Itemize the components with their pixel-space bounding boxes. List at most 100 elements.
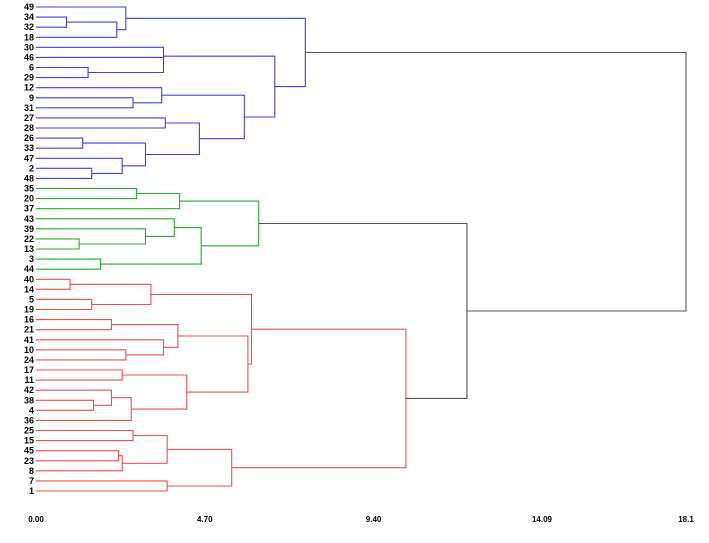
dendrogram-link xyxy=(177,335,249,393)
dendrogram-link xyxy=(36,56,165,74)
leaf-label: 49 xyxy=(24,2,34,12)
dendrogram-link xyxy=(36,429,134,442)
leaf-label: 46 xyxy=(24,52,34,62)
leaf-label: 45 xyxy=(24,446,34,456)
leaf-label: 25 xyxy=(24,426,34,436)
dendrogram-link xyxy=(36,349,127,361)
leaf-label: 6 xyxy=(29,63,34,73)
leaf-label: 10 xyxy=(24,345,34,355)
dendrogram-link xyxy=(36,228,147,245)
dendrogram-link xyxy=(36,97,134,109)
leaf-label: 40 xyxy=(24,274,34,284)
leaf-labels: 4934321830466291293127282633472483520374… xyxy=(24,2,34,496)
dendrogram-link xyxy=(305,51,687,312)
dendrogram-link xyxy=(36,480,168,492)
dendrogram-link xyxy=(167,448,233,487)
dendrogram-link xyxy=(82,142,147,167)
dendrogram-link xyxy=(111,324,179,348)
dendrogram-link xyxy=(36,137,84,149)
leaf-label: 37 xyxy=(24,204,34,214)
leaf-label: 2 xyxy=(29,163,34,173)
dendrogram-link xyxy=(36,397,132,421)
leaf-label: 1 xyxy=(29,486,34,496)
x-tick-label: 9.40 xyxy=(366,515,382,524)
x-tick-label: 4.70 xyxy=(197,515,213,524)
dendrogram-link xyxy=(36,298,93,311)
dendrogram-link xyxy=(36,278,71,290)
leaf-label: 8 xyxy=(29,466,34,476)
leaf-label: 31 xyxy=(24,103,34,113)
x-tick-label: 0.00 xyxy=(28,515,44,524)
leaf-label: 42 xyxy=(24,385,34,395)
leaf-label: 26 xyxy=(24,133,34,143)
leaf-label: 39 xyxy=(24,224,34,234)
leaf-label: 36 xyxy=(24,415,34,425)
leaf-label: 11 xyxy=(24,375,34,385)
leaf-label: 16 xyxy=(24,315,34,325)
dendrogram-link xyxy=(36,399,95,411)
leaf-label: 44 xyxy=(24,264,34,274)
leaf-label: 33 xyxy=(24,143,34,153)
dendrogram-link xyxy=(36,157,123,174)
leaf-label: 24 xyxy=(24,355,34,365)
leaf-label: 12 xyxy=(24,83,34,93)
dendrogram-link xyxy=(36,455,123,472)
leaf-label: 23 xyxy=(24,456,34,466)
dendrogram-link xyxy=(36,319,112,331)
dendrogram-link xyxy=(36,66,89,79)
leaf-label: 14 xyxy=(24,284,34,294)
dendrogram-link xyxy=(36,192,181,210)
dendrogram-link xyxy=(36,16,68,28)
leaf-label: 4 xyxy=(29,405,34,415)
leaf-label: 18 xyxy=(24,32,34,42)
dendrogram-link xyxy=(36,46,165,65)
leaf-label: 22 xyxy=(24,234,34,244)
leaf-label: 29 xyxy=(24,73,34,83)
dendrogram-link xyxy=(36,389,112,406)
dendrogram-link xyxy=(36,339,165,356)
dendrogram-link xyxy=(36,238,80,250)
dendrogram-link xyxy=(161,94,245,140)
dendrogram-link xyxy=(36,187,138,200)
dendrogram-link xyxy=(36,87,163,104)
dendrogram-link xyxy=(122,434,168,464)
leaf-label: 34 xyxy=(24,12,34,22)
dendrogram-link xyxy=(36,450,120,462)
leaf-label: 32 xyxy=(24,22,34,32)
dendrogram-link xyxy=(70,283,152,306)
dendrogram-link xyxy=(36,117,166,129)
dendrogram-link xyxy=(258,222,468,399)
leaf-label: 38 xyxy=(24,395,34,405)
leaf-label: 15 xyxy=(24,436,34,446)
leaf-label: 19 xyxy=(24,305,34,315)
dendrogram-link xyxy=(36,258,102,270)
leaf-label: 9 xyxy=(29,93,34,103)
leaf-label: 21 xyxy=(24,325,34,335)
leaf-label: 17 xyxy=(24,365,34,375)
dendrogram-link xyxy=(179,200,260,247)
leaf-label: 5 xyxy=(29,294,34,304)
dendrogram-link xyxy=(231,328,407,469)
dendrogram-link xyxy=(36,167,93,179)
leaf-label: 41 xyxy=(24,335,34,345)
leaf-label: 28 xyxy=(24,123,34,133)
dendrogram-link xyxy=(36,369,123,381)
dendrogram-link xyxy=(36,6,127,31)
leaf-label: 13 xyxy=(24,244,34,254)
leaf-label: 43 xyxy=(24,214,34,224)
x-tick-label: 14.09 xyxy=(532,515,553,524)
dendrogram-link xyxy=(125,17,306,88)
leaf-label: 47 xyxy=(24,153,34,163)
dendrogram-link xyxy=(163,55,276,118)
dendrogram-link xyxy=(36,218,175,237)
dendrogram-link xyxy=(100,227,202,265)
dendrogram-links xyxy=(36,6,687,492)
dendrogram-link xyxy=(122,374,188,410)
x-axis: 0.00 4.70 9.40 14.09 18.1 xyxy=(28,515,694,524)
leaf-label: 7 xyxy=(29,476,34,486)
leaf-label: 27 xyxy=(24,113,34,123)
leaf-label: 3 xyxy=(29,254,34,264)
leaf-label: 20 xyxy=(24,194,34,204)
